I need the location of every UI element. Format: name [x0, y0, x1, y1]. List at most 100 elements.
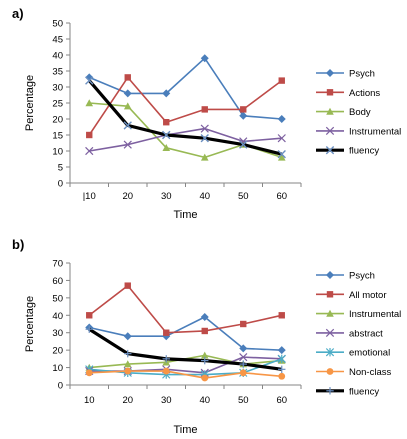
panel-a-line-instrumental: [89, 127, 282, 152]
panel-b-y-tick-label: 60: [52, 276, 63, 287]
panel-b-point-fluency: [239, 360, 247, 368]
panel-b-point-all-motor: [201, 327, 208, 335]
panel-b-point-all-motor: [86, 312, 93, 319]
panel-a-series-body: [85, 99, 286, 161]
panel-b-point-non-class: [124, 367, 132, 375]
panel-a-legend-marker: [326, 69, 334, 77]
panel-b-legend-label: All motor: [349, 290, 386, 301]
panel-a-point-actions: [163, 119, 170, 126]
panel-a-y-tick-label: 20: [52, 115, 63, 126]
panel-b-series-psych: [85, 313, 286, 355]
panel-a-legend-marker: [326, 89, 334, 96]
panel-a-legend-label: Psych: [349, 69, 375, 80]
panel-a-x-tick-label: |10: [83, 191, 96, 202]
panel-a-legend-marker: [325, 146, 335, 155]
panel-b-legend-item-instrumental: Instrumental: [316, 309, 401, 320]
panel-b-y-tick-label: 10: [52, 363, 63, 374]
panel-a-point-body: [85, 99, 94, 107]
panel-b-x-tick-label: 50: [238, 395, 249, 406]
panel-a-point-psych: [123, 89, 132, 98]
panel-a-legend-item-actions: Actions: [316, 88, 380, 99]
panel-b-legend-marker: [326, 368, 334, 375]
panel-b-legend-item-abstract: abstract: [316, 328, 383, 339]
panel-a-legend-marker: [325, 126, 335, 136]
panel-a-series-actions: [86, 74, 285, 139]
panel-b-point-all-motor: [124, 282, 131, 289]
panel-b-series-all-motor: [86, 282, 285, 336]
panel-a-y-tick-label: 30: [52, 83, 63, 94]
panel-b-y-tick-label: 20: [52, 346, 63, 357]
panel-b-point-non-class: [201, 374, 209, 382]
panel-b-legend-marker: [326, 309, 334, 317]
panel-a-point-instrumental: [85, 146, 94, 156]
panel-a-point-instrumental: [200, 124, 209, 133]
panel-a-legend: Psych Actions Body Instrumental fluency: [316, 69, 401, 157]
panel-b-point-fluency: [162, 355, 170, 363]
panel-a-point-body: [162, 144, 171, 151]
panel-a-y-tick-label: 40: [52, 51, 63, 62]
panel-a-line-body: [89, 102, 283, 159]
panel-a-point-psych: [200, 54, 209, 63]
panel-b-legend-label: fluency: [349, 386, 379, 397]
panel-a-legend-item-fluency: fluency: [316, 146, 379, 157]
panel-a-point-fluency: [123, 121, 132, 130]
panel-a-legend-item-body: Body: [316, 107, 371, 118]
panel-a-point-fluency: [85, 76, 94, 85]
panel-a-line-psych: [88, 57, 282, 120]
panel-b-x-tick-label: 40: [199, 395, 210, 406]
panel-b-point-abstract: [239, 352, 248, 362]
panel-b-point-psych: [239, 344, 248, 353]
panel-a-y-tick-label: 10: [52, 147, 63, 158]
panel-a-y-tick-label: 25: [52, 99, 63, 110]
panel-b-legend-item-fluency: fluency: [316, 386, 379, 397]
panel-b-y-tick-label: 40: [52, 311, 63, 322]
panel-a-chart: a) 0 5 10 15 20 25 30 35 40 45 50 |10 20 30 40 50 60 Perce…: [12, 6, 401, 221]
panel-a-y-tick-label: 50: [52, 19, 63, 30]
panel-a-y-tick-label: 0: [58, 179, 63, 190]
panel-a-point-psych: [162, 89, 171, 98]
panel-b-x-tick-label: 10: [84, 395, 95, 406]
panel-a-legend-label: Body: [349, 107, 371, 118]
panel-a-x-tick-label: 40: [199, 191, 210, 202]
panel-b-legend-marker: [325, 348, 335, 357]
panel-a-point-actions: [86, 131, 93, 139]
panel-a-legend-label: Actions: [349, 88, 380, 99]
panel-b-line-fluency: [88, 327, 282, 371]
panel-b-x-axis-title: Time: [173, 424, 197, 436]
panel-b-legend-label: abstract: [349, 328, 383, 339]
panel-a-point-fluency: [277, 150, 286, 159]
panel-a-line-actions: [88, 76, 283, 136]
panel-b-legend-item-psych: Psych: [316, 271, 375, 282]
panel-a-point-actions: [201, 106, 208, 113]
panel-b-series-non-class: [85, 367, 286, 382]
panel-a-y-tick-label: 45: [52, 35, 63, 46]
panel-a-legend-item-psych: Psych: [316, 69, 375, 80]
panel-b-x-tick-label: 20: [122, 395, 133, 406]
panel-b-y-axis-title: Percentage: [24, 296, 36, 352]
panel-a-x-tick-label: 30: [161, 191, 172, 202]
panel-b-point-psych: [200, 313, 209, 322]
panel-a-legend-item-instrumental: Instrumental: [316, 126, 401, 137]
panel-b-legend-label: Psych: [349, 271, 375, 282]
panel-a-legend-label: Instrumental: [349, 126, 401, 137]
panel-a-point-instrumental: [277, 134, 286, 143]
panel-b-point-non-class: [278, 372, 286, 380]
panel-a-y-tick-label: 5: [58, 163, 63, 174]
panel-b-point-non-class: [85, 369, 93, 377]
panel-a-y-tick-label: 15: [52, 131, 63, 142]
panel-b-point-fluency: [278, 365, 286, 374]
panel-b-point-emotional: [277, 354, 286, 364]
panel-a-point-fluency: [162, 130, 171, 140]
panel-b-point-non-class: [239, 369, 247, 377]
panel-b-point-instrumental: [123, 360, 132, 368]
panel-a-y-axis-title: Percentage: [24, 75, 36, 131]
panel-b-y-tick-label: 0: [58, 381, 63, 392]
panel-b-legend-label: Non-class: [349, 367, 391, 378]
panel-b-point-all-motor: [278, 312, 285, 319]
panel-a-point-body: [200, 153, 209, 161]
panel-b-point-fluency: [85, 325, 93, 333]
panel-a-x-axis-title: Time: [173, 209, 197, 221]
panel-a-line-fluency: [88, 79, 283, 156]
panel-b-point-non-class: [162, 367, 170, 375]
